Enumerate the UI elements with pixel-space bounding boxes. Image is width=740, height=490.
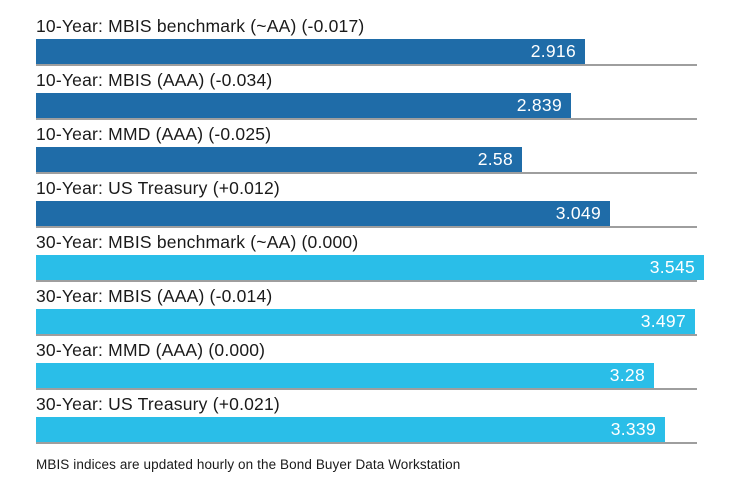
- bar-category-label: 30-Year: MMD (AAA) (0.000): [36, 340, 266, 360]
- bar: 2.58: [36, 147, 522, 172]
- bar-track: 3.497: [36, 309, 704, 334]
- bar-track: 3.545: [36, 255, 704, 280]
- bar-category-label: 10-Year: MBIS benchmark (~AA) (-0.017): [36, 16, 365, 36]
- bar: 2.916: [36, 39, 585, 64]
- bar-category-label: 30-Year: US Treasury (+0.021): [36, 394, 280, 414]
- bar-row: 10-Year: US Treasury (+0.012) 3.049: [36, 174, 697, 228]
- bar-track: 3.28: [36, 363, 704, 388]
- bar-value-label: 3.339: [610, 419, 656, 439]
- bar-row: 10-Year: MBIS benchmark (~AA) (-0.017) 2.…: [36, 12, 697, 66]
- bar-category-label: 10-Year: MBIS (AAA) (-0.034): [36, 70, 273, 90]
- bar-row: 30-Year: US Treasury (+0.021) 3.339: [36, 390, 697, 444]
- bar-row: 30-Year: MBIS benchmark (~AA) (0.000) 3.5…: [36, 228, 704, 282]
- bar-value-label: 2.839: [516, 95, 562, 115]
- bar: 3.339: [36, 417, 665, 442]
- bar: 3.28: [36, 363, 654, 388]
- bar-track: 3.049: [36, 201, 704, 226]
- bar: 3.545: [36, 255, 704, 280]
- bar-track: 2.916: [36, 39, 704, 64]
- bar-category-label: 10-Year: MMD (AAA) (-0.025): [36, 124, 272, 144]
- bar-track: 3.339: [36, 417, 704, 442]
- bar-row: 30-Year: MMD (AAA) (0.000) 3.28: [36, 336, 697, 390]
- bar: 3.497: [36, 309, 695, 334]
- bar-track: 2.58: [36, 147, 704, 172]
- bar-category-label: 30-Year: MBIS (AAA) (-0.014): [36, 286, 273, 306]
- bar-value-label: 2.58: [477, 149, 513, 169]
- bar-track: 2.839: [36, 93, 704, 118]
- bar: 2.839: [36, 93, 571, 118]
- bar-value-label: 3.545: [649, 257, 695, 277]
- bar-category-label: 30-Year: MBIS benchmark (~AA) (0.000): [36, 232, 359, 252]
- bar-value-label: 3.049: [555, 203, 601, 223]
- bar-value-label: 3.28: [609, 365, 645, 385]
- bar-value-label: 3.497: [640, 311, 686, 331]
- bar-row: 30-Year: MBIS (AAA) (-0.014) 3.497: [36, 282, 697, 336]
- bar-value-label: 2.916: [530, 41, 576, 61]
- chart-footnote: MBIS indices are updated hourly on the B…: [36, 457, 461, 472]
- bar-row: 10-Year: MMD (AAA) (-0.025) 2.58: [36, 120, 697, 174]
- bar-row: 10-Year: MBIS (AAA) (-0.034) 2.839: [36, 66, 697, 120]
- bar: 3.049: [36, 201, 610, 226]
- yield-bar-chart: 10-Year: MBIS benchmark (~AA) (-0.017) 2.…: [36, 12, 736, 472]
- bar-rows: 10-Year: MBIS benchmark (~AA) (-0.017) 2.…: [36, 12, 736, 444]
- bar-category-label: 10-Year: US Treasury (+0.012): [36, 178, 280, 198]
